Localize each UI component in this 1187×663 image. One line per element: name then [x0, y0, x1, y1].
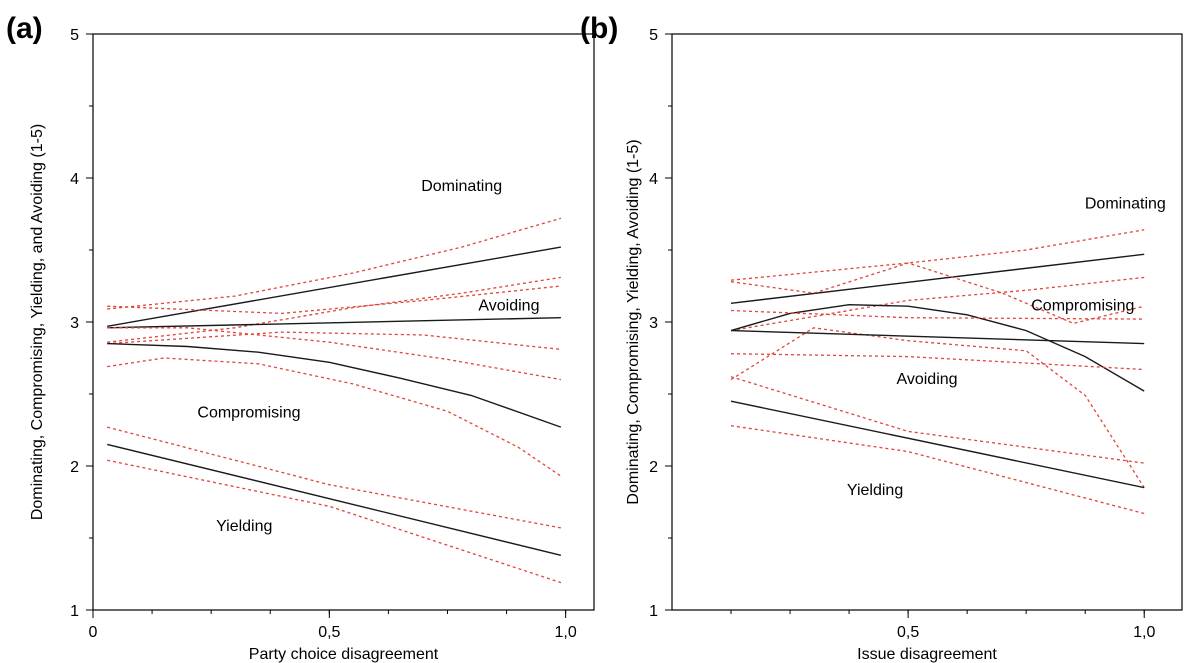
y-tick-label: 3	[70, 315, 79, 332]
x-tick-label: 0,5	[897, 624, 919, 641]
series-avoiding: Avoiding	[730, 309, 1145, 388]
series-dominating: Dominating	[107, 178, 562, 343]
series-label: Dominating	[1085, 195, 1166, 212]
y-tick-label: 2	[649, 459, 658, 476]
ci-upper-line	[107, 217, 562, 310]
series-label: Compromising	[197, 404, 300, 421]
panel-label: (a)	[6, 12, 43, 45]
panel-label: (b)	[580, 12, 618, 45]
series-compromising: Compromising	[107, 327, 562, 477]
y-axis-title: Dominating, Compromising, Yielding, and …	[29, 124, 46, 520]
series-dominating: Dominating	[730, 195, 1166, 332]
x-tick-label: 0,5	[318, 624, 340, 641]
series-line	[730, 303, 1145, 392]
ci-lower-line	[730, 327, 1145, 488]
ci-upper-line	[107, 426, 562, 529]
y-tick-label: 4	[70, 171, 79, 188]
panel-a: (a) 1 2 3 4 5 0 0,5 1,0 Party choice disagreement…	[6, 12, 595, 663]
x-tick-label: 0	[89, 624, 98, 641]
y-tick-label: 1	[70, 603, 79, 620]
ci-upper-line	[107, 285, 561, 315]
series-line	[107, 246, 562, 327]
ci-lower-line	[107, 459, 562, 584]
series-line	[730, 329, 1145, 345]
ci-upper-line	[730, 376, 1145, 464]
y-tick-label: 1	[649, 603, 658, 620]
y-axis-title: Dominating, Compromising, Yielding, Avoi…	[625, 139, 642, 504]
series-label: Yielding	[847, 482, 903, 499]
ci-lower-line	[107, 276, 562, 343]
y-tick-label: 4	[649, 171, 658, 188]
series-yielding: Yielding	[107, 426, 562, 584]
series-label: Avoiding	[478, 298, 539, 315]
series-avoiding: Avoiding	[107, 285, 561, 351]
series-label: Compromising	[1031, 298, 1134, 315]
series-line	[107, 317, 561, 329]
ci-lower-line	[107, 357, 562, 477]
series-line	[730, 400, 1145, 489]
series-compromising: Compromising	[730, 262, 1145, 488]
ci-upper-line	[730, 229, 1145, 281]
x-axis-title: Party choice disagreement	[249, 646, 439, 663]
ci-upper-line	[107, 327, 562, 381]
x-axis-title: Issue disagreement	[857, 646, 997, 663]
ci-lower-line	[107, 331, 561, 351]
y-tick-label: 5	[70, 27, 79, 44]
series-label: Avoiding	[896, 371, 957, 388]
y-tick-label: 3	[649, 315, 658, 332]
series-yielding: Yielding	[730, 376, 1145, 515]
series-line	[730, 253, 1145, 304]
plot-frame	[671, 33, 1183, 611]
series-line	[107, 443, 562, 556]
ci-lower-line	[730, 425, 1145, 515]
ci-lower-line	[730, 353, 1145, 371]
y-tick-label: 5	[649, 27, 658, 44]
y-tick-label: 2	[70, 459, 79, 476]
series-label: Dominating	[421, 178, 502, 195]
series-label: Yielding	[216, 518, 272, 535]
x-tick-label: 1,0	[1133, 624, 1155, 641]
panel-b: (b) 1 2 3 4 5 0,5 1,0 Issue disagreement Dominati…	[580, 12, 1183, 663]
series-line	[107, 342, 562, 428]
x-tick-label: 1,0	[555, 624, 577, 641]
